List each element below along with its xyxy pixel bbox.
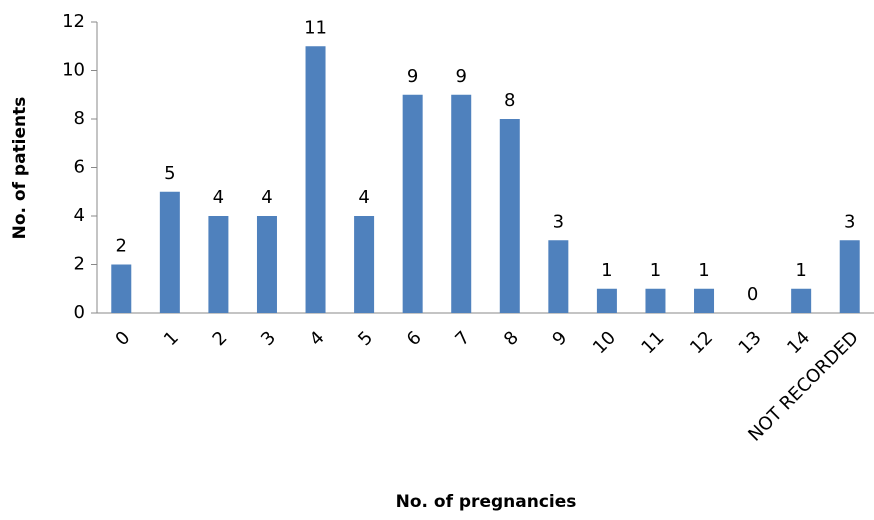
y-tick-label: 12 (62, 11, 85, 32)
bar (499, 119, 520, 313)
data-label: 3 (553, 211, 564, 232)
data-label: 1 (601, 260, 612, 281)
x-tick-label: 6 (403, 327, 426, 350)
data-label: 2 (116, 236, 127, 257)
bar (839, 240, 860, 313)
y-tick-label: 2 (74, 254, 85, 275)
bar (305, 46, 326, 313)
data-label: 9 (455, 66, 466, 87)
data-label: 9 (407, 66, 418, 87)
x-tick-label: 10 (589, 327, 620, 358)
y-tick-label: 8 (74, 108, 85, 129)
data-label: 0 (747, 284, 758, 305)
x-tick-label: 13 (735, 327, 766, 358)
x-tick-label: 8 (500, 327, 523, 350)
bar (208, 216, 229, 313)
x-tick-label: 11 (637, 327, 668, 358)
data-label: 4 (358, 187, 369, 208)
x-tick-label: 3 (257, 327, 280, 350)
bar (451, 94, 472, 313)
data-label: 4 (213, 187, 224, 208)
x-tick-label: 14 (783, 327, 814, 358)
data-label: 11 (304, 17, 327, 38)
bar (548, 240, 569, 313)
bar (694, 288, 715, 313)
bar (354, 216, 375, 313)
x-tick-label: 12 (686, 327, 717, 358)
bar (596, 288, 617, 313)
bar (791, 288, 812, 313)
y-tick-label: 10 (62, 60, 85, 81)
data-label: 1 (650, 260, 661, 281)
x-axis-title: No. of pregnancies (396, 492, 577, 512)
data-label: 3 (844, 211, 855, 232)
bar (645, 288, 666, 313)
data-label: 1 (698, 260, 709, 281)
x-tick-label: 7 (451, 327, 474, 350)
data-label: 1 (795, 260, 806, 281)
y-tick-label: 4 (74, 205, 85, 226)
x-tick-label: 2 (209, 327, 232, 350)
x-tick-label: 4 (306, 327, 329, 350)
bar (402, 94, 423, 313)
bar (256, 216, 277, 313)
y-tick-label: 6 (74, 157, 85, 178)
x-tick-label: 9 (548, 327, 571, 350)
data-label: 5 (164, 163, 175, 184)
y-axis-title: No. of patients (10, 97, 30, 240)
data-label: 4 (261, 187, 272, 208)
bar (111, 264, 132, 313)
bar (159, 191, 180, 313)
y-tick-label: 0 (74, 302, 85, 323)
data-label: 8 (504, 90, 515, 111)
x-tick-label: 5 (354, 327, 377, 350)
x-tick-label: 1 (160, 327, 183, 350)
x-tick-label: 0 (111, 327, 134, 350)
